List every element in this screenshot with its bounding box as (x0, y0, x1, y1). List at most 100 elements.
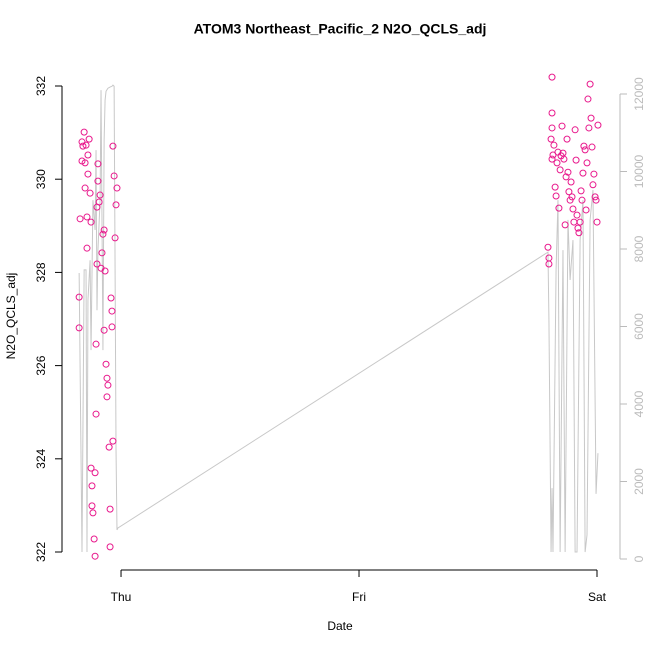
data-point (103, 393, 111, 401)
data-point (589, 181, 597, 189)
data-point (100, 226, 108, 234)
data-point (560, 155, 568, 163)
y2-tick-label: 10000 (632, 154, 646, 188)
data-point (78, 138, 86, 146)
data-point (112, 201, 120, 209)
data-point (106, 543, 114, 551)
data-point (551, 183, 559, 191)
data-point (561, 221, 569, 229)
data-point (113, 184, 121, 192)
data-point (108, 307, 116, 315)
data-point (88, 502, 96, 510)
data-point (552, 192, 560, 200)
data-point (576, 218, 584, 226)
data-point (594, 121, 602, 129)
data-point (582, 206, 590, 214)
data-point (101, 267, 109, 275)
data-point (75, 324, 83, 332)
data-point (567, 178, 575, 186)
data-point (103, 374, 111, 382)
data-point (108, 323, 116, 331)
data-point (588, 143, 596, 151)
data-point (590, 170, 598, 178)
data-point (111, 234, 119, 242)
y-tick-label: 330 (34, 169, 48, 189)
data-point (85, 135, 93, 143)
data-point (577, 187, 585, 195)
data-point (569, 205, 577, 213)
data-point (556, 166, 564, 174)
data-point (107, 294, 115, 302)
data-point (587, 114, 595, 122)
y2-tick-label: 8000 (632, 235, 646, 262)
data-point (578, 196, 586, 204)
data-point (80, 128, 88, 136)
data-point (98, 249, 106, 257)
data-point (79, 142, 87, 150)
data-point (89, 509, 97, 517)
data-point (544, 243, 552, 251)
y2-tick-label: 6000 (632, 313, 646, 340)
data-point (86, 189, 94, 197)
data-point (99, 230, 107, 238)
data-point (580, 142, 588, 150)
data-point (574, 224, 582, 232)
data-point (563, 135, 571, 143)
data-point (94, 160, 102, 168)
data-point (95, 198, 103, 206)
data-point (84, 151, 92, 159)
data-point (104, 381, 112, 389)
data-point (555, 204, 563, 212)
data-point (82, 141, 90, 149)
data-point (570, 218, 578, 226)
data-point (96, 191, 104, 199)
data-point (579, 169, 587, 177)
x-tick-label: Fri (352, 590, 366, 604)
data-point (548, 155, 556, 163)
x-axis-label: Date (327, 619, 353, 633)
data-point (84, 170, 92, 178)
data-point (102, 360, 110, 368)
data-point (94, 177, 102, 185)
data-point (88, 482, 96, 490)
data-point (75, 293, 83, 301)
data-point (76, 215, 84, 223)
data-point (109, 437, 117, 445)
x-tick-label: Thu (111, 590, 132, 604)
y-tick-label: 328 (34, 262, 48, 282)
y-tick-label: 326 (34, 355, 48, 375)
y2-tick-label: 2000 (632, 468, 646, 495)
data-point (565, 188, 573, 196)
data-point (572, 156, 580, 164)
data-point (81, 159, 89, 167)
data-point (548, 124, 556, 132)
data-point (585, 124, 593, 132)
chart-title: ATOM3 Northeast_Pacific_2 N2O_QCLS_adj (194, 21, 487, 37)
data-point (592, 196, 600, 204)
y2-tick-label: 0 (632, 555, 646, 562)
data-point (593, 218, 601, 226)
y2-tick-label: 4000 (632, 390, 646, 417)
y-tick-label: 322 (34, 542, 48, 562)
data-point (573, 211, 581, 219)
y2-tick-label: 12000 (632, 77, 646, 111)
data-point (100, 326, 108, 334)
data-point (92, 410, 100, 418)
data-point (564, 168, 572, 176)
data-point (581, 146, 589, 154)
y-tick-label: 332 (34, 76, 48, 96)
data-point (105, 443, 113, 451)
x-tick-label: Sat (588, 590, 607, 604)
data-point (106, 505, 114, 513)
data-point (91, 552, 99, 560)
y-axis-label: N2O_QCLS_adj (4, 273, 18, 360)
data-point (87, 218, 95, 226)
data-point (550, 141, 558, 149)
data-point (583, 159, 591, 167)
data-point (548, 73, 556, 81)
data-point (545, 254, 553, 262)
data-point (562, 173, 570, 181)
data-point (584, 95, 592, 103)
data-point (571, 126, 579, 134)
data-point (110, 172, 118, 180)
